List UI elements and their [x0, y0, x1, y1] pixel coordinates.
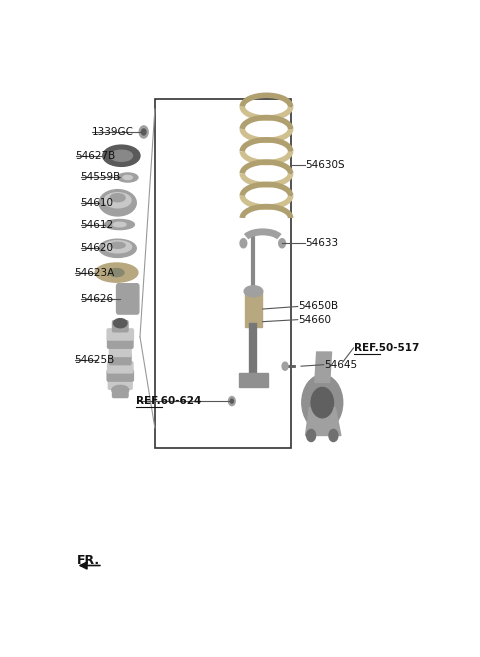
FancyBboxPatch shape [109, 353, 131, 365]
Text: 54620: 54620 [81, 243, 113, 254]
Ellipse shape [244, 286, 263, 297]
FancyBboxPatch shape [107, 329, 133, 340]
Circle shape [302, 374, 343, 430]
Text: 54645: 54645 [324, 359, 357, 370]
Bar [239, 373, 268, 388]
Text: REF.60-624: REF.60-624 [136, 396, 202, 406]
Text: 54633: 54633 [305, 238, 339, 248]
FancyBboxPatch shape [112, 386, 128, 397]
FancyBboxPatch shape [109, 346, 131, 357]
Ellipse shape [114, 319, 127, 328]
Text: 54660: 54660 [298, 315, 331, 325]
Ellipse shape [104, 240, 132, 253]
Bar [155, 99, 290, 448]
Text: 54612: 54612 [81, 219, 114, 229]
Bar [245, 291, 262, 327]
Ellipse shape [110, 150, 132, 162]
Text: FR.: FR. [77, 554, 100, 567]
Ellipse shape [118, 173, 138, 182]
Ellipse shape [112, 386, 129, 394]
Text: 54627B: 54627B [76, 150, 116, 161]
Ellipse shape [99, 190, 136, 216]
Circle shape [307, 430, 315, 442]
Ellipse shape [123, 175, 132, 179]
FancyBboxPatch shape [108, 378, 132, 390]
Ellipse shape [110, 242, 125, 248]
FancyBboxPatch shape [108, 362, 133, 373]
Text: 54625B: 54625B [74, 355, 114, 365]
FancyBboxPatch shape [117, 284, 139, 314]
Ellipse shape [240, 238, 247, 248]
Ellipse shape [103, 145, 140, 166]
Circle shape [139, 126, 148, 138]
Text: 1339GC: 1339GC [92, 127, 133, 137]
Polygon shape [315, 352, 332, 382]
Ellipse shape [95, 263, 138, 283]
Ellipse shape [279, 238, 286, 248]
Circle shape [282, 362, 288, 371]
Text: 54559B: 54559B [81, 173, 120, 183]
Ellipse shape [109, 269, 124, 277]
Ellipse shape [105, 219, 134, 229]
Ellipse shape [110, 194, 125, 202]
Text: 54626: 54626 [81, 294, 114, 304]
Ellipse shape [99, 239, 136, 258]
Circle shape [329, 430, 338, 442]
FancyBboxPatch shape [107, 370, 133, 381]
Circle shape [228, 397, 235, 405]
Ellipse shape [113, 222, 126, 227]
Circle shape [142, 129, 146, 135]
Text: 54610: 54610 [81, 198, 113, 208]
Text: 54650B: 54650B [298, 302, 338, 311]
Text: 54630S: 54630S [305, 160, 345, 170]
FancyBboxPatch shape [112, 321, 128, 332]
Circle shape [230, 399, 233, 403]
Text: 54623A: 54623A [74, 267, 114, 278]
Text: REF.50-517: REF.50-517 [354, 343, 419, 353]
Polygon shape [305, 407, 341, 436]
Ellipse shape [104, 193, 131, 208]
FancyBboxPatch shape [108, 337, 133, 348]
Circle shape [311, 388, 334, 418]
